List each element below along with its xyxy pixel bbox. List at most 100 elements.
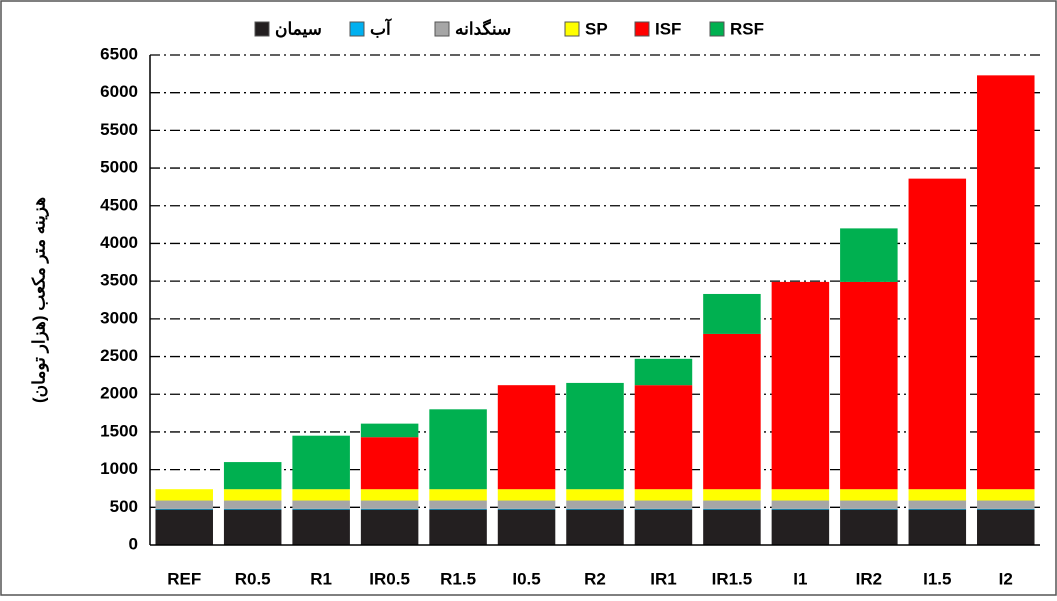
y-tick-label: 5500 (100, 120, 138, 139)
bar-segment (223, 489, 282, 501)
legend-swatch (634, 21, 650, 37)
bar-segment (771, 500, 830, 509)
y-tick-label: 500 (110, 497, 138, 516)
legend-label: سنگدانه (455, 18, 511, 38)
bar-segment (292, 500, 350, 509)
bar-segment (840, 508, 898, 510)
legend-swatch (254, 21, 270, 37)
bar-segment (703, 293, 761, 334)
x-tick-label: IR1 (650, 569, 676, 588)
bar-segment (292, 489, 350, 501)
bar-segment (771, 489, 830, 501)
y-tick-label: 6000 (100, 82, 138, 101)
bar-segment (292, 435, 350, 490)
x-tick-label: R2 (584, 569, 606, 588)
x-tick-label: R1.5 (440, 569, 476, 588)
y-tick-label: 6500 (100, 44, 138, 63)
y-tick-label: 1500 (100, 421, 138, 440)
bar-segment (840, 281, 898, 490)
bar-segment (908, 500, 967, 509)
y-tick-label: 5000 (100, 158, 138, 177)
y-tick-label: 3500 (100, 271, 138, 290)
bar-segment (634, 385, 693, 490)
bar-segment (840, 500, 898, 509)
y-tick-label: 2500 (100, 346, 138, 365)
bar-segment (703, 508, 761, 510)
bar-segment (771, 508, 830, 510)
bar-segment (292, 508, 350, 510)
bar-segment (360, 508, 419, 510)
y-tick-label: 2000 (100, 384, 138, 403)
bar-segment (703, 489, 761, 501)
bar-segment (223, 500, 282, 509)
bar-segment (703, 333, 761, 490)
x-tick-label: IR1.5 (712, 569, 753, 588)
bar-segment (497, 500, 556, 509)
bar-segment (497, 508, 556, 510)
legend-swatch (709, 21, 725, 37)
bar-segment (223, 509, 282, 545)
y-axis-label: هزینه متر مکعب (هزار تومان) (29, 197, 49, 403)
legend-swatch (434, 21, 450, 37)
bar-segment (497, 509, 556, 545)
y-tick-label: 0 (129, 534, 138, 553)
bar-segment (771, 281, 830, 490)
bar-segment (840, 489, 898, 501)
bar-segment (908, 508, 967, 510)
bar-segment (703, 500, 761, 509)
legend-label: ISF (655, 19, 681, 38)
bar-segment (977, 489, 1035, 501)
bar-segment (566, 509, 624, 545)
bar-segment (634, 358, 693, 386)
bar-segment (429, 508, 487, 510)
bar-segment (155, 489, 213, 501)
bar-segment (223, 508, 282, 510)
legend-label: SP (585, 19, 608, 38)
bar-segment (360, 423, 419, 438)
x-tick-label: IR2 (856, 569, 882, 588)
legend-label: سیمان (275, 19, 322, 38)
bar-segment (223, 462, 282, 490)
legend-swatch (349, 21, 365, 37)
x-tick-label: I1.5 (923, 569, 951, 588)
bar-segment (429, 500, 487, 509)
x-tick-label: I1 (793, 569, 807, 588)
bar-segment (566, 500, 624, 509)
x-tick-label: I0.5 (512, 569, 540, 588)
bar-segment (977, 509, 1035, 545)
bar-segment (634, 509, 693, 545)
bar-segment (360, 509, 419, 545)
x-tick-label: I2 (999, 569, 1013, 588)
y-tick-label: 4500 (100, 195, 138, 214)
legend-label: RSF (730, 19, 764, 38)
y-tick-label: 3000 (100, 308, 138, 327)
bar-segment (292, 509, 350, 545)
bar-segment (908, 178, 967, 490)
bar-segment (634, 500, 693, 509)
bar-segment (908, 509, 967, 545)
x-tick-label: IR0.5 (369, 569, 410, 588)
bar-segment (703, 509, 761, 545)
bar-segment (155, 509, 213, 545)
bar-segment (155, 508, 213, 510)
bar-segment (840, 509, 898, 545)
bar-segment (429, 489, 487, 501)
bar-segment (566, 382, 624, 490)
bar-segment (360, 500, 419, 509)
bar-segment (360, 437, 419, 490)
bar-segment (429, 509, 487, 545)
bar-segment (497, 489, 556, 501)
bar-segment (977, 75, 1035, 490)
bar-segment (840, 228, 898, 282)
x-tick-label: REF (167, 569, 201, 588)
bar-segment (634, 489, 693, 501)
bar-segment (429, 409, 487, 490)
bar-segment (908, 489, 967, 501)
bar-segment (771, 509, 830, 545)
bar-segment (566, 508, 624, 510)
bar-segment (497, 385, 556, 490)
legend-swatch (564, 21, 580, 37)
bar-segment (634, 508, 693, 510)
